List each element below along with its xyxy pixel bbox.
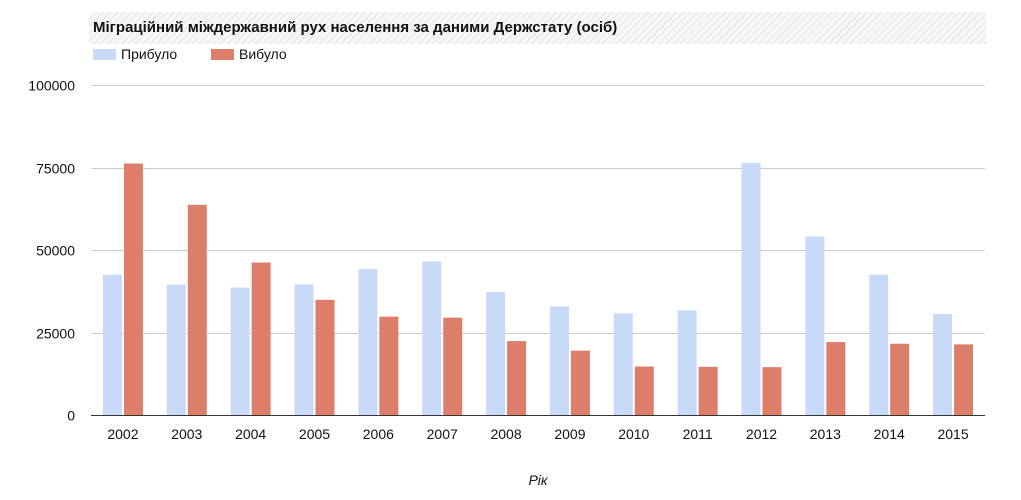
bar-arrived-2015 (933, 314, 953, 415)
bar-arrived-2013 (805, 236, 825, 415)
bar-departed-2008 (507, 341, 527, 415)
bar-arrived-2007 (422, 261, 442, 415)
bar-arrived-2002 (102, 274, 122, 415)
x-tick-label-2006: 2006 (363, 426, 394, 442)
x-axis-title: Рік (528, 472, 548, 488)
x-tick-label-2004: 2004 (235, 426, 266, 442)
chart-title: Міграційний міждержавний рух населення з… (93, 19, 618, 36)
x-tick-label-2003: 2003 (171, 426, 202, 442)
x-tick-label-2008: 2008 (490, 426, 521, 442)
x-tick-label-2005: 2005 (299, 426, 330, 442)
x-tick-label-2009: 2009 (554, 426, 585, 442)
y-tick-label-50000: 50000 (36, 243, 75, 259)
y-tick-label-100000: 100000 (28, 78, 75, 94)
bar-departed-2013 (826, 342, 846, 415)
x-tick-label-2010: 2010 (618, 426, 649, 442)
x-tick-label-2012: 2012 (746, 426, 777, 442)
bar-departed-2004 (251, 262, 271, 415)
bar-departed-2006 (379, 316, 399, 415)
bar-arrived-2009 (549, 306, 569, 415)
x-tick-label-2015: 2015 (937, 426, 968, 442)
legend-label-departed: Вибуло (239, 46, 287, 62)
bar-arrived-2003 (166, 284, 186, 415)
bar-departed-2007 (443, 317, 463, 415)
y-tick-label-25000: 25000 (36, 326, 75, 342)
bar-arrived-2004 (230, 287, 250, 415)
title-band (89, 12, 986, 44)
bar-departed-2002 (123, 163, 143, 415)
legend-swatch-arrived (93, 49, 116, 60)
bar-arrived-2011 (677, 310, 697, 415)
legend-label-arrived: Прибуло (121, 46, 178, 62)
bar-arrived-2010 (613, 313, 633, 415)
x-tick-label-2013: 2013 (810, 426, 841, 442)
y-tick-label-75000: 75000 (36, 161, 75, 177)
bar-arrived-2006 (358, 269, 378, 415)
bar-departed-2010 (634, 366, 654, 415)
y-tick-label-0: 0 (67, 408, 75, 424)
bar-departed-2015 (954, 344, 974, 415)
bar-arrived-2005 (294, 284, 314, 415)
x-tick-label-2007: 2007 (427, 426, 458, 442)
bar-arrived-2012 (741, 162, 761, 415)
bar-arrived-2014 (869, 274, 889, 415)
legend-swatch-departed (211, 49, 234, 60)
bar-departed-2012 (762, 367, 782, 415)
x-tick-label-2002: 2002 (107, 426, 138, 442)
bar-departed-2014 (890, 343, 910, 415)
bar-departed-2005 (315, 299, 335, 415)
bar-departed-2009 (570, 350, 590, 415)
x-tick-label-2014: 2014 (874, 426, 905, 442)
bar-departed-2003 (187, 204, 207, 415)
bar-arrived-2008 (486, 291, 506, 415)
x-tick-label-2011: 2011 (683, 426, 713, 442)
bar-departed-2011 (698, 366, 718, 415)
